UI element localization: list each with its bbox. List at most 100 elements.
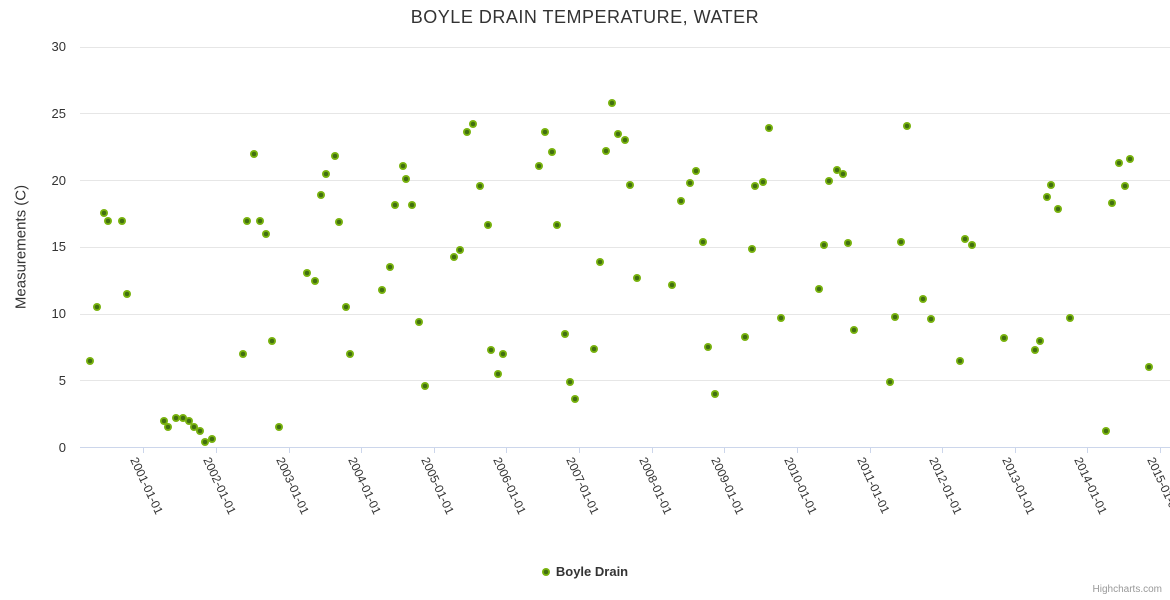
data-point[interactable] [171, 414, 180, 423]
data-point[interactable] [86, 356, 95, 365]
data-point[interactable] [885, 378, 894, 387]
data-point[interactable] [249, 149, 258, 158]
data-point[interactable] [100, 208, 109, 217]
data-point[interactable] [676, 196, 685, 205]
data-point[interactable] [391, 200, 400, 209]
data-point[interactable] [625, 180, 634, 189]
data-point[interactable] [123, 289, 132, 298]
data-point[interactable] [814, 284, 823, 293]
data-point[interactable] [195, 427, 204, 436]
data-point[interactable] [692, 167, 700, 176]
data-point[interactable] [201, 438, 210, 447]
data-point[interactable] [415, 318, 424, 326]
data-point[interactable] [402, 175, 411, 184]
data-point[interactable] [207, 435, 216, 444]
data-point[interactable] [302, 268, 311, 277]
data-point[interactable] [686, 179, 695, 188]
data-point[interactable] [1054, 204, 1063, 213]
data-point[interactable] [968, 240, 976, 249]
data-point[interactable] [956, 356, 965, 365]
credits-link[interactable]: Highcharts.com [1092, 584, 1162, 595]
data-point[interactable] [1121, 181, 1130, 190]
data-point[interactable] [275, 423, 284, 432]
data-point[interactable] [758, 177, 767, 186]
data-point[interactable] [335, 217, 344, 226]
data-point[interactable] [535, 161, 544, 170]
data-point[interactable] [341, 303, 350, 312]
data-point[interactable] [386, 263, 395, 272]
data-point[interactable] [1126, 155, 1135, 164]
data-point[interactable] [698, 237, 707, 246]
data-point[interactable] [475, 181, 484, 190]
data-point[interactable] [961, 235, 970, 244]
data-point[interactable] [902, 121, 911, 130]
data-point[interactable] [455, 245, 464, 254]
data-point[interactable] [633, 273, 642, 282]
data-point[interactable] [560, 330, 569, 339]
data-point[interactable] [927, 315, 936, 324]
data-point[interactable] [408, 200, 417, 209]
data-point[interactable] [118, 216, 127, 225]
data-point[interactable] [1145, 363, 1154, 372]
data-point[interactable] [850, 326, 859, 335]
data-point[interactable] [92, 303, 101, 312]
data-point[interactable] [190, 423, 199, 432]
data-point[interactable] [322, 169, 331, 178]
data-point[interactable] [487, 346, 496, 355]
data-point[interactable] [548, 148, 557, 157]
data-point[interactable] [243, 216, 252, 225]
data-point[interactable] [1047, 180, 1056, 189]
data-point[interactable] [839, 169, 848, 178]
data-point[interactable] [710, 390, 719, 399]
data-point[interactable] [750, 181, 759, 190]
data-point[interactable] [824, 176, 833, 185]
data-point[interactable] [160, 416, 169, 425]
data-point[interactable] [620, 136, 629, 145]
data-point[interactable] [896, 237, 905, 246]
data-point[interactable] [262, 229, 271, 238]
data-point[interactable] [1114, 159, 1123, 168]
data-point[interactable] [668, 280, 677, 289]
data-point[interactable] [918, 295, 927, 304]
data-point[interactable] [1042, 192, 1051, 201]
data-point[interactable] [498, 350, 507, 359]
data-point[interactable] [483, 220, 492, 229]
data-point[interactable] [1101, 427, 1110, 436]
data-point[interactable] [469, 120, 478, 129]
data-point[interactable] [267, 336, 276, 345]
data-point[interactable] [891, 312, 900, 321]
data-point[interactable] [741, 332, 750, 341]
data-point[interactable] [843, 239, 852, 248]
data-point[interactable] [999, 334, 1008, 343]
data-point[interactable] [590, 344, 599, 353]
data-point[interactable] [462, 128, 471, 137]
data-point[interactable] [398, 161, 407, 170]
data-point[interactable] [311, 276, 320, 285]
data-point[interactable] [571, 395, 580, 404]
data-point[interactable] [178, 414, 187, 423]
data-point[interactable] [704, 343, 713, 352]
data-point[interactable] [104, 216, 113, 225]
data-point[interactable] [1036, 336, 1045, 345]
data-point[interactable] [776, 314, 785, 322]
data-point[interactable] [601, 147, 610, 156]
data-point[interactable] [163, 423, 172, 432]
data-point[interactable] [450, 252, 459, 261]
legend-item-boyle-drain[interactable]: Boyle Drain [0, 563, 1170, 580]
data-point[interactable] [493, 370, 502, 379]
data-point[interactable] [552, 220, 561, 229]
data-point[interactable] [256, 216, 265, 225]
data-point[interactable] [346, 350, 355, 359]
data-point[interactable] [832, 165, 841, 174]
data-point[interactable] [378, 285, 387, 294]
data-point[interactable] [1066, 314, 1075, 322]
data-point[interactable] [565, 378, 574, 387]
data-point[interactable] [185, 416, 194, 425]
data-point[interactable] [747, 244, 756, 253]
data-point[interactable] [613, 129, 622, 138]
data-point[interactable] [421, 382, 430, 391]
data-point[interactable] [1031, 346, 1040, 355]
data-point[interactable] [1108, 199, 1117, 208]
data-point[interactable] [331, 152, 340, 161]
data-point[interactable] [596, 257, 605, 266]
